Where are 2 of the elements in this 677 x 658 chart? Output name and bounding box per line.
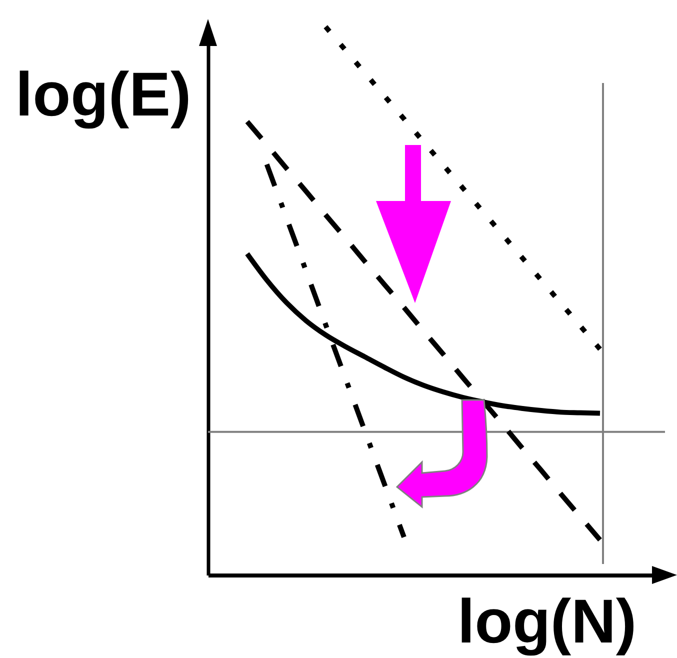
x-axis-title: log(N): [458, 588, 637, 656]
y-axis-title: log(E): [16, 60, 192, 130]
